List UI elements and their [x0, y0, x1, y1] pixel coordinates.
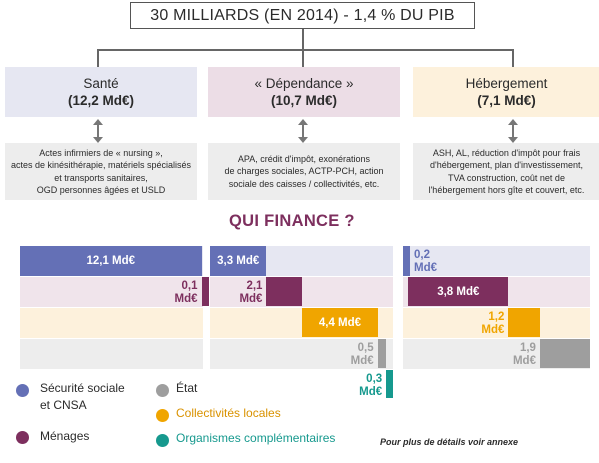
- row-band-secu: [20, 246, 203, 276]
- legend-dot-collectivites: [156, 409, 169, 422]
- legend-label-menages: Ménages: [40, 429, 90, 443]
- description-line: l'hébergement hors gîte et couvert, etc.: [428, 184, 585, 195]
- double-arrow-icon: [298, 119, 308, 143]
- category-name: « Dépendance »: [254, 76, 354, 91]
- bar-label-etat-1: 0,5 Md€: [350, 342, 374, 367]
- legend-label-collectivites: Collectivités locales: [176, 406, 281, 420]
- category-amount: (12,2 Md€): [67, 93, 135, 108]
- description-line: de charges sociales, ACTP-PCH, action: [224, 166, 384, 177]
- connector-right: [512, 49, 514, 67]
- page-title: 30 MILLIARDS (EN 2014) - 1,4 % DU PIB: [130, 2, 475, 29]
- description-line: sociale des caisses / collectivités, etc…: [228, 178, 380, 189]
- description-line: actes de kinésithérapie, matériels spéci…: [10, 160, 192, 171]
- row-band-etat: [403, 339, 590, 369]
- category-amount: (7,1 Md€): [477, 93, 536, 108]
- double-arrow-icon: [93, 119, 103, 143]
- row-band-collectivites: [20, 308, 203, 338]
- description-line: et transports sanitaires,: [54, 172, 148, 183]
- bar-secu-1: 3,3 Md€: [210, 246, 267, 276]
- bar-etat-2: [539, 339, 590, 368]
- section-title: QUI FINANCE ?: [229, 212, 355, 230]
- bar-collectivites-2: [508, 308, 540, 337]
- category-name: Hébergement: [465, 76, 548, 91]
- legend-dot-etat: [156, 384, 169, 397]
- connector-left: [97, 49, 99, 67]
- bar-label-secu-2: 0,2 Md€: [414, 249, 437, 274]
- bar-organismes-1: [386, 370, 394, 398]
- connector-middle: [302, 49, 304, 67]
- bar-etat-1: [377, 339, 387, 368]
- row-band-collectivites: [210, 308, 393, 338]
- bar-menages-1: [266, 277, 303, 306]
- bar-secu-0: 12,1 Md€: [20, 246, 202, 276]
- bar-label-menages-1: 2,1 Md€: [239, 280, 263, 305]
- category-box-sante: Santé (12,2 Md€): [5, 67, 197, 117]
- category-box-hebergement: Hébergement (7,1 Md€): [413, 67, 599, 117]
- legend-label-etat: État: [176, 381, 198, 395]
- bar-collectivites-1: 4,4 Md€: [302, 308, 378, 337]
- row-band-etat: [20, 339, 203, 369]
- description-line: Actes infirmiers de « nursing »,: [39, 147, 163, 158]
- bar-label-menages-0: 0,1 Md€: [174, 280, 198, 305]
- description-line: APA, crédit d'impôt, exonérations: [237, 154, 371, 165]
- bar-label-collectivites-2: 1,2 Md€: [481, 311, 505, 336]
- legend-dot-secu: [16, 384, 29, 397]
- double-arrow-icon: [508, 119, 518, 143]
- legend-label-organismes: Organismes complémentaires: [176, 431, 336, 445]
- category-box-dependance: « Dépendance » (10,7 Md€): [208, 67, 400, 117]
- row-band-etat: [210, 339, 393, 369]
- description-line: ASH, AL, réduction d'impôt pour frais: [432, 147, 581, 158]
- legend-dot-organismes: [156, 434, 169, 447]
- bar-label-organismes-1: 0,3 Md€: [359, 373, 383, 398]
- bar-secu-2: [403, 246, 410, 276]
- legend-label-secu: Sécurité sociale et CNSA: [40, 381, 125, 412]
- category-description-sante: Actes infirmiers de « nursing », actes d…: [5, 143, 197, 200]
- category-description-hebergement: ASH, AL, réduction d'impôt pour frais d'…: [413, 143, 599, 200]
- description-line: d'hébergement, plan d'investissement,: [429, 160, 584, 171]
- footnote: Pour plus de détails voir annexe: [380, 437, 519, 447]
- legend-dot-menages: [16, 431, 29, 444]
- bar-menages-2: 3,8 Md€: [408, 277, 509, 306]
- description-line: TVA construction, coût net de: [448, 172, 565, 183]
- category-description-dependance: APA, crédit d'impôt, exonérations de cha…: [208, 143, 400, 200]
- connector-horizontal: [97, 49, 513, 51]
- bar-label-etat-2: 1,9 Md€: [512, 342, 536, 367]
- description-line: OGD personnes âgées et USLD: [36, 184, 166, 195]
- connector-vertical: [302, 29, 304, 50]
- row-band-collectivites: [403, 308, 590, 338]
- row-band-menages: [210, 277, 393, 307]
- row-band-menages: [403, 277, 590, 307]
- row-band-secu: [210, 246, 393, 276]
- row-band-secu: [403, 246, 590, 276]
- category-name: Santé: [83, 76, 119, 91]
- bar-menages-0: [201, 277, 209, 306]
- row-band-menages: [20, 277, 203, 307]
- category-amount: (10,7 Md€): [270, 93, 338, 108]
